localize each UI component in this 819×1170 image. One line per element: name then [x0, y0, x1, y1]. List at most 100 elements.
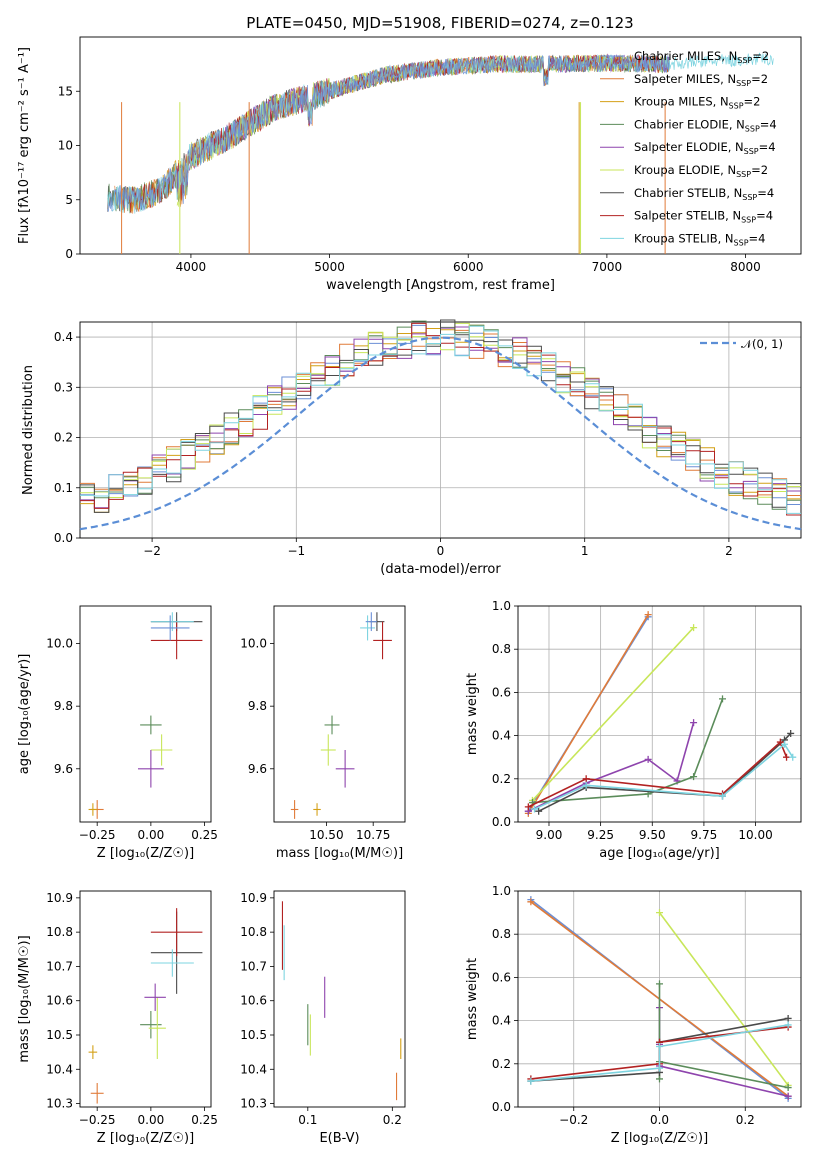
x-tick-label: 10.50	[309, 828, 343, 842]
axes-frame	[517, 605, 802, 823]
legend-label-value: =2	[744, 95, 761, 109]
y-tick-label: 0.0	[492, 815, 511, 829]
x-axis-label: E(B-V)	[319, 1131, 359, 1146]
y-tick-label: 15	[58, 84, 73, 98]
y-axis-label: Normed distribution	[21, 365, 36, 495]
y-tick-label: 5	[65, 193, 73, 207]
x-tick-label: 5000	[314, 260, 345, 274]
y-tick-label: 0.1	[54, 481, 73, 495]
y-tick-label: 0.8	[492, 927, 511, 941]
data-point-marker	[784, 1092, 792, 1100]
legend-label-text: Kroupa MILES, N	[634, 95, 729, 109]
x-tick-label: 0	[437, 544, 445, 558]
y-tick-label: 0	[65, 247, 73, 261]
y-tick-label: 1.0	[492, 599, 511, 613]
legend-label-text: Chabrier ELODIE, N	[634, 117, 745, 131]
legend-label: Salpeter ELODIE, NSSP=4	[634, 140, 776, 156]
x-tick-label: 0.2	[736, 1113, 755, 1127]
legend-label: Chabrier ELODIE, NSSP=4	[634, 117, 777, 133]
x-tick-label: 0.00	[138, 1113, 165, 1127]
data-point-marker	[783, 753, 791, 761]
data-point-marker	[690, 773, 698, 781]
y-tick-label: 10.3	[240, 1097, 267, 1111]
legend-label-text: Salpeter ELODIE, N	[634, 140, 744, 154]
axes-frame	[273, 890, 406, 1108]
x-axis-label: Z [log₁₀(Z/Z☉)]	[97, 846, 194, 861]
data-point-marker	[644, 611, 652, 619]
legend-label-value: =4	[760, 117, 777, 131]
legend-label: Kroupa ELODIE, NSSP=2	[634, 163, 768, 179]
legend-label-value: =4	[756, 209, 773, 223]
legend-label-text: Kroupa ELODIE, N	[634, 163, 736, 177]
data-point-marker	[784, 1014, 792, 1022]
legend-label-value: =4	[757, 186, 774, 200]
data-point-marker	[527, 1077, 535, 1085]
histogram-series	[80, 325, 801, 514]
data-point-marker	[582, 775, 590, 783]
y-tick-label: 9.8	[248, 699, 267, 713]
y-tick-label: 0.6	[492, 685, 511, 699]
legend-label: Chabrier STELIB, NSSP=4	[634, 186, 774, 202]
y-tick-label: 0.4	[492, 1014, 511, 1028]
y-tick-label: 0.2	[492, 772, 511, 786]
legend-label-value: =4	[749, 231, 766, 245]
legend-label-sub: SSP	[729, 102, 744, 111]
legend-label-sub: SSP	[744, 147, 759, 156]
gaussian-curve	[79, 336, 802, 531]
x-tick-label: 0.2	[383, 1113, 402, 1127]
legend-label: Kroupa STELIB, NSSP=4	[634, 231, 765, 247]
x-axis-label: Z [log₁₀(Z/Z☉)]	[97, 1131, 194, 1146]
y-tick-label: 10.0	[240, 637, 267, 651]
y-axis-label: mass weight	[465, 958, 480, 1040]
axes-frame	[79, 605, 212, 823]
data-point-marker	[690, 624, 698, 632]
histogram-series	[80, 319, 801, 513]
data-point-marker	[656, 909, 663, 917]
data-point-marker	[690, 719, 698, 727]
data-point-marker	[656, 1043, 663, 1051]
y-tick-label: 0.6	[492, 970, 511, 984]
y-tick-label: 10	[58, 139, 73, 153]
y-tick-label: 0.4	[492, 729, 511, 743]
x-tick-label: 9.50	[639, 828, 666, 842]
mass-weight-series	[532, 698, 724, 804]
legend-label-text: Chabrier MILES, N	[634, 49, 737, 63]
legend-label-sub: SSP	[742, 193, 757, 202]
y-tick-label: 9.6	[248, 762, 267, 776]
y-tick-label: 0.3	[54, 380, 73, 394]
legend-label-sub: SSP	[741, 216, 756, 225]
legend-label-value: =2	[751, 72, 768, 86]
data-point-marker	[535, 807, 543, 815]
legend-label: Salpeter STELIB, NSSP=4	[634, 209, 773, 225]
legend-label-value: =4	[759, 140, 776, 154]
y-tick-label: 10.8	[240, 925, 267, 939]
data-point-marker	[531, 805, 539, 813]
data-point-marker	[644, 755, 652, 763]
y-tick-label: 10.7	[46, 959, 73, 973]
legend-label: Chabrier MILES, NSSP=2	[634, 49, 769, 65]
x-tick-label: −0.25	[79, 1113, 116, 1127]
y-tick-label: 10.0	[46, 637, 73, 651]
x-tick-label: 0.25	[191, 828, 218, 842]
legend-label-text: Salpeter MILES, N	[634, 72, 736, 86]
data-point-marker	[656, 1075, 663, 1083]
mass-weight-series	[658, 912, 789, 1086]
y-tick-label: 10.5	[240, 1028, 267, 1042]
y-tick-label: 0.2	[54, 431, 73, 445]
mass-weight-series	[527, 614, 649, 814]
y-tick-label: 10.6	[46, 994, 73, 1008]
x-tick-label: 9.75	[691, 828, 718, 842]
legend-label: Salpeter MILES, NSSP=2	[634, 72, 768, 88]
x-tick-label: 1	[581, 544, 589, 558]
data-point-marker	[784, 1021, 792, 1029]
x-tick-label: 9.00	[536, 828, 563, 842]
legend-label-text: Kroupa STELIB, N	[634, 231, 734, 245]
legend-label-value: =2	[752, 49, 769, 63]
x-axis-label: wavelength [Angstrom, rest frame]	[326, 278, 555, 293]
chart-title: PLATE=0450, MJD=51908, FIBERID=0274, z=0…	[246, 14, 633, 32]
data-point-marker	[656, 1064, 663, 1072]
y-tick-label: 9.8	[54, 699, 73, 713]
x-tick-label: 10.00	[738, 828, 772, 842]
legend-label-sub: SSP	[736, 79, 751, 88]
y-tick-label: 10.6	[240, 994, 267, 1008]
